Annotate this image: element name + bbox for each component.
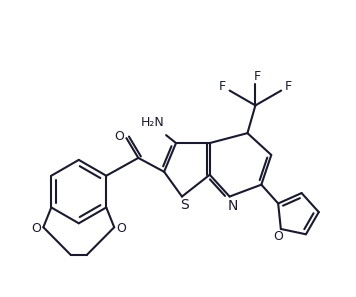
Text: N: N (227, 200, 238, 214)
Text: O: O (116, 222, 126, 235)
Text: F: F (284, 80, 292, 93)
Text: O: O (115, 129, 124, 143)
Text: H₂N: H₂N (140, 116, 164, 129)
Text: S: S (180, 198, 189, 212)
Text: F: F (254, 70, 261, 83)
Text: F: F (219, 80, 226, 93)
Text: O: O (31, 222, 41, 235)
Text: O: O (273, 230, 283, 243)
